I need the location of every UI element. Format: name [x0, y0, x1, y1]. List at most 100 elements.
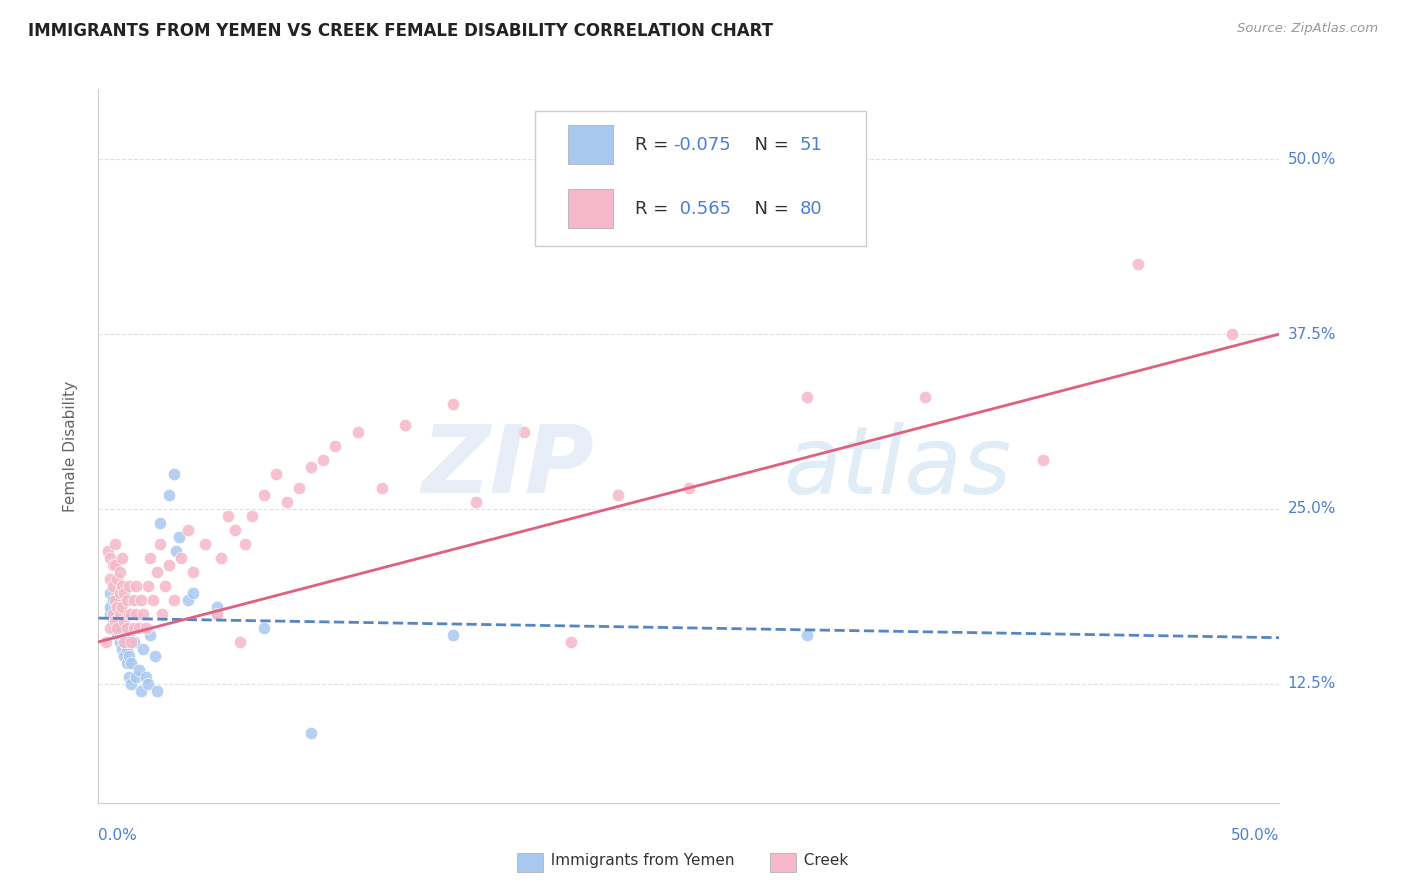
Point [101, 593, 124, 607]
Point [194, 537, 217, 551]
Point [101, 607, 124, 621]
Point [111, 628, 134, 642]
Point [108, 635, 131, 649]
Point [132, 607, 155, 621]
Point [253, 488, 276, 502]
Point [441, 397, 464, 411]
Point [1220, 327, 1243, 342]
Point [135, 621, 157, 635]
Point [125, 579, 148, 593]
Point [796, 628, 818, 642]
Point [108, 628, 131, 642]
Point [146, 565, 169, 579]
Text: IMMIGRANTS FROM YEMEN VS CREEK FEMALE DISABILITY CORRELATION CHART: IMMIGRANTS FROM YEMEN VS CREEK FEMALE DI… [28, 22, 773, 40]
Point [157, 488, 180, 502]
Point [914, 390, 936, 404]
Point [112, 635, 135, 649]
Point [111, 621, 134, 635]
Point [125, 670, 148, 684]
Point [111, 599, 134, 614]
Point [150, 607, 173, 621]
Point [98, 550, 121, 565]
Point [98, 586, 121, 600]
Point [153, 579, 176, 593]
Text: N =: N = [744, 136, 794, 153]
Point [312, 453, 335, 467]
Point [122, 635, 145, 649]
FancyBboxPatch shape [536, 111, 866, 246]
Text: 25.0%: 25.0% [1288, 501, 1336, 516]
Point [136, 579, 159, 593]
Point [129, 593, 152, 607]
Point [560, 635, 582, 649]
Point [1126, 257, 1149, 271]
Point [111, 641, 134, 656]
Point [233, 537, 256, 551]
FancyBboxPatch shape [568, 189, 613, 228]
Point [105, 621, 128, 635]
Point [163, 467, 186, 481]
Point [607, 488, 630, 502]
Point [142, 593, 165, 607]
Point [276, 495, 298, 509]
Text: -0.075: -0.075 [673, 136, 731, 153]
Point [125, 607, 148, 621]
Point [165, 544, 187, 558]
Text: 50.0%: 50.0% [1232, 828, 1279, 843]
Text: 50.0%: 50.0% [1288, 152, 1336, 167]
Point [177, 523, 200, 537]
Text: 80: 80 [800, 200, 823, 218]
Point [108, 565, 131, 579]
Point [128, 663, 150, 677]
Point [224, 523, 246, 537]
Point [118, 648, 141, 663]
Point [139, 628, 162, 642]
Point [121, 677, 143, 691]
Point [98, 621, 121, 635]
Point [181, 586, 204, 600]
Text: Source: ZipAtlas.com: Source: ZipAtlas.com [1237, 22, 1378, 36]
Point [94, 635, 117, 649]
Point [149, 537, 172, 551]
Point [104, 614, 127, 628]
FancyBboxPatch shape [568, 125, 613, 164]
Point [170, 550, 193, 565]
Point [115, 635, 138, 649]
Point [229, 635, 252, 649]
Point [104, 621, 127, 635]
Point [288, 481, 311, 495]
Point [121, 607, 143, 621]
Text: 12.5%: 12.5% [1288, 676, 1336, 691]
Y-axis label: Female Disability: Female Disability [63, 380, 77, 512]
Point [105, 614, 128, 628]
Point [122, 593, 145, 607]
Point [98, 572, 121, 586]
Point [678, 481, 700, 495]
Point [264, 467, 287, 481]
Point [115, 621, 138, 635]
Point [104, 558, 127, 572]
Text: Immigrants from Yemen: Immigrants from Yemen [541, 854, 735, 868]
Text: ZIP: ZIP [422, 421, 595, 514]
Point [205, 607, 228, 621]
Point [115, 656, 138, 670]
Point [115, 593, 138, 607]
Point [205, 599, 228, 614]
Point [105, 572, 128, 586]
Text: R =: R = [634, 136, 673, 153]
Point [181, 565, 204, 579]
Point [98, 599, 121, 614]
Point [98, 607, 121, 621]
Point [104, 607, 127, 621]
Point [105, 628, 128, 642]
Point [465, 495, 488, 509]
Point [512, 425, 534, 439]
Point [135, 670, 157, 684]
Point [371, 481, 394, 495]
Point [1032, 453, 1054, 467]
Point [299, 726, 322, 740]
Point [121, 656, 143, 670]
Point [136, 677, 159, 691]
Point [118, 579, 141, 593]
Point [143, 648, 166, 663]
